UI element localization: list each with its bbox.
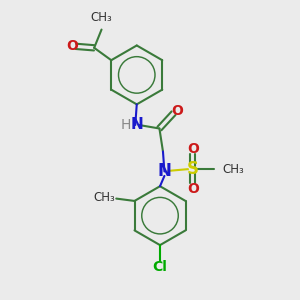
Text: S: S bbox=[186, 160, 198, 178]
Text: H: H bbox=[121, 118, 131, 132]
Text: O: O bbox=[187, 142, 199, 156]
Text: O: O bbox=[171, 104, 183, 118]
Text: N: N bbox=[130, 118, 143, 133]
Text: CH₃: CH₃ bbox=[223, 163, 244, 176]
Text: CH₃: CH₃ bbox=[93, 191, 115, 204]
Text: N: N bbox=[158, 163, 171, 181]
Text: O: O bbox=[66, 39, 78, 53]
Text: CH₃: CH₃ bbox=[91, 11, 112, 24]
Text: Cl: Cl bbox=[153, 260, 167, 274]
Text: O: O bbox=[187, 182, 199, 196]
